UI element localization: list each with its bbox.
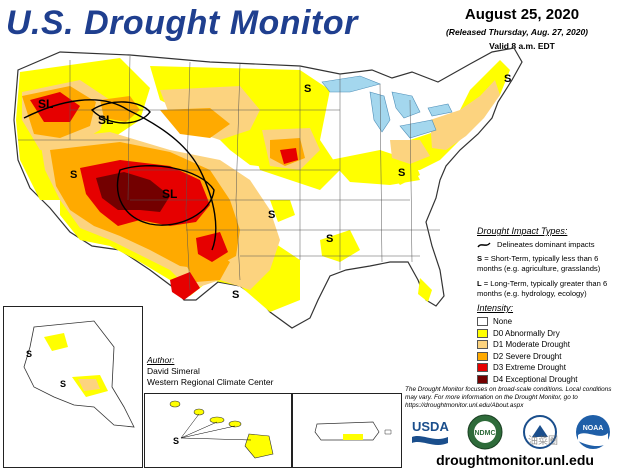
ndmc-logo: NDMC	[467, 414, 503, 450]
alaska-map: S S	[23, 320, 135, 428]
puerto-rico-map	[314, 421, 392, 441]
svg-text:NDMC: NDMC	[475, 430, 496, 437]
hawaii-map: S	[169, 400, 274, 459]
intensity-legend-item: D2 Severe Drought	[477, 351, 561, 362]
intensity-legend-item: D0 Abnormally Dry	[477, 328, 560, 339]
great-lakes	[321, 75, 453, 139]
intensity-label: D1 Moderate Drought	[493, 340, 570, 349]
release-date: (Released Thursday, Aug. 27, 2020)	[445, 27, 589, 37]
author-block: Author: David Simeral Western Regional C…	[147, 355, 273, 388]
hawaii-islands	[169, 400, 274, 459]
state-lines	[18, 55, 440, 291]
noaa-logo: NOAA	[576, 415, 610, 449]
intensity-legend-item: D1 Moderate Drought	[477, 339, 570, 350]
usda-logo: USDA	[412, 419, 449, 445]
intensity-swatch	[477, 351, 488, 361]
intensity-legend-item: None	[477, 316, 512, 327]
map-title: U.S. Drought Monitor	[6, 4, 358, 42]
intensity-swatch	[477, 374, 488, 384]
label-s-nevada: S	[70, 169, 77, 181]
label-s-minnesota: S	[304, 83, 311, 95]
intensity-label: None	[493, 317, 513, 326]
doc-seal-logo	[523, 415, 557, 449]
label-s-missouri: S	[326, 233, 333, 245]
drought-monitor-note: The Drought Monitor focuses on broad-sca…	[405, 386, 612, 409]
intensity-label: D2 Severe Drought	[493, 351, 562, 361]
label-s-kansas: S	[268, 209, 275, 221]
label-sl-northwest: SL	[38, 97, 53, 111]
map-impact-labels: SL SL SL S S S S S S S	[38, 73, 511, 301]
label-s-alaska-west: S	[26, 349, 32, 359]
label-s-texas: S	[232, 289, 239, 301]
label-s-maine: S	[504, 73, 511, 85]
impact-short-key: S	[477, 254, 483, 263]
impact-short-text: = Short-Term, typically less than 6 mont…	[477, 254, 601, 273]
intensity-swatch	[477, 328, 488, 338]
author-label: Author:	[147, 355, 175, 365]
impact-boundaries	[23, 99, 217, 251]
impact-line-icon	[477, 242, 491, 248]
impact-delineates-label: Delineates dominant impacts	[497, 240, 595, 249]
watermark-text: 油菜圈	[528, 436, 558, 447]
intensity-legend-item: D3 Extreme Drought	[477, 362, 566, 373]
alaska-d1	[78, 379, 100, 391]
alaska-inset: S S	[3, 306, 143, 468]
puerto-rico-d0	[343, 434, 363, 440]
svg-text:USDA: USDA	[412, 419, 449, 434]
intensity-label: D4 Exceptional Drought	[493, 374, 578, 384]
impact-long-text: = Long-Term, typically greater than 6 mo…	[477, 279, 608, 298]
label-sl-idaho: SL	[98, 113, 113, 127]
alaska-d0	[44, 333, 68, 351]
puerto-rico-inset	[292, 393, 402, 468]
alaska-land	[23, 320, 135, 428]
map-date: August 25, 2020	[464, 6, 580, 23]
impact-short-term-row: S = Short-Term, typically less than 6 mo…	[477, 254, 617, 273]
website-url[interactable]: droughtmonitor.unl.edu	[436, 452, 594, 468]
intensity-swatch	[477, 363, 488, 372]
impact-delineates-row: Delineates dominant impacts	[477, 240, 617, 250]
intensity-swatch	[477, 340, 488, 349]
d4-areas	[96, 172, 170, 212]
partner-logos: USDA NDMC NOAA	[410, 413, 620, 451]
author-org: Western Regional Climate Center	[147, 377, 274, 387]
impact-long-term-row: L = Long-Term, typically greater than 6 …	[477, 279, 617, 298]
virgin-islands	[384, 429, 392, 435]
hawaii-inset: S	[144, 393, 292, 468]
conus-drought-map: SL SL SL S S S S S S S	[13, 47, 523, 329]
label-s-alaska-south: S	[60, 379, 66, 389]
intensity-legend-title: Intensity:	[477, 303, 514, 313]
impact-legend-title: Drought Impact Types:	[477, 226, 568, 236]
author-name: David Simeral	[147, 366, 200, 376]
hawaii-impact-lines	[180, 413, 252, 441]
impact-long-key: L	[477, 279, 482, 288]
svg-text:NOAA: NOAA	[583, 425, 604, 432]
intensity-label: D3 Extreme Drought	[493, 363, 566, 372]
label-s-ohio: S	[398, 167, 405, 179]
intensity-swatch	[477, 317, 488, 326]
label-sl-colorado: SL	[162, 187, 177, 201]
intensity-label: D0 Abnormally Dry	[493, 328, 560, 338]
valid-time: Valid 8 a.m. EDT	[489, 41, 555, 51]
label-s-hawaii: S	[173, 436, 179, 446]
intensity-legend-item: D4 Exceptional Drought	[477, 374, 578, 385]
